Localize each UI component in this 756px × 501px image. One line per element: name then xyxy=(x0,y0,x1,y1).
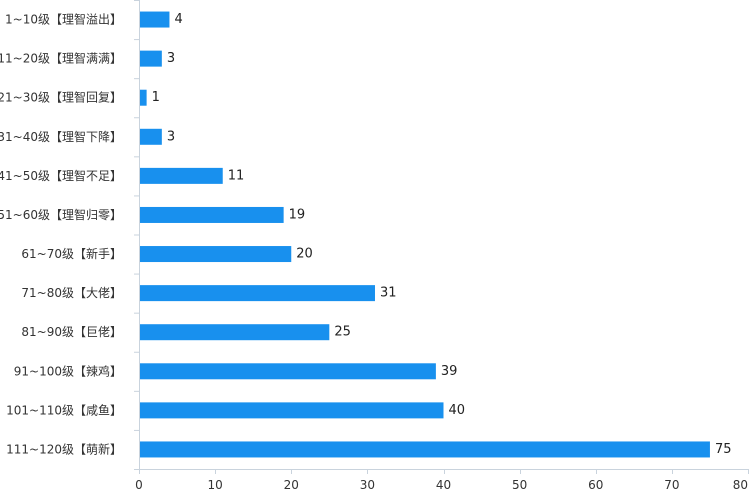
data-label: 31 xyxy=(380,286,397,301)
data-label: 3 xyxy=(167,129,175,144)
data-label: 40 xyxy=(449,403,466,418)
bar[interactable] xyxy=(140,50,162,67)
category-label: 51~60级【理智归零】 xyxy=(0,207,122,222)
category-label: 81~90级【巨佬】 xyxy=(21,325,122,339)
data-label: 1 xyxy=(152,90,160,105)
x-tick-label: 60 xyxy=(588,478,603,492)
category-label: 91~100级【辣鸡】 xyxy=(14,363,122,378)
category-label: 31~40级【理智下降】 xyxy=(0,129,122,144)
bar[interactable] xyxy=(140,206,284,223)
x-tick-label: 10 xyxy=(207,478,222,492)
bar[interactable] xyxy=(140,402,444,419)
data-label: 39 xyxy=(441,364,458,379)
data-label: 4 xyxy=(174,12,182,27)
data-label: 3 xyxy=(167,51,175,66)
bar[interactable] xyxy=(140,167,223,184)
bar[interactable] xyxy=(140,441,710,458)
category-label: 61~70级【新手】 xyxy=(21,246,122,261)
data-label: 25 xyxy=(334,325,351,340)
x-tick-label: 20 xyxy=(284,478,299,492)
bars xyxy=(140,11,710,458)
category-label: 111~120级【萌新】 xyxy=(6,441,122,456)
bar[interactable] xyxy=(140,363,436,380)
category-labels: 1~10级【理智溢出】 11~20级【理智满满】 21~30级【理智回复】 31~40… xyxy=(0,12,122,457)
axes xyxy=(134,0,749,474)
bar[interactable] xyxy=(140,324,330,341)
x-tick-label: 40 xyxy=(436,478,451,492)
data-label: 75 xyxy=(715,442,732,457)
data-label: 11 xyxy=(228,168,245,183)
data-label: 19 xyxy=(289,207,306,222)
x-tick-label: 50 xyxy=(512,478,527,492)
category-label: 21~30级【理智回复】 xyxy=(0,90,122,105)
x-tick-labels: 0 10 20 30 40 50 60 70 80 xyxy=(135,478,748,492)
data-label: 20 xyxy=(296,247,313,262)
bar[interactable] xyxy=(140,89,147,106)
category-label: 1~10级【理智溢出】 xyxy=(5,12,122,27)
bar[interactable] xyxy=(140,11,170,28)
category-label: 11~20级【理智满满】 xyxy=(0,51,122,66)
x-tick-label: 30 xyxy=(360,478,375,492)
x-tick-label: 70 xyxy=(664,478,679,492)
bar[interactable] xyxy=(140,128,162,145)
x-tick-label: 80 xyxy=(733,478,748,492)
category-label: 71~80级【大佬】 xyxy=(21,286,122,300)
bar[interactable] xyxy=(140,285,375,302)
category-label: 41~50级【理智不足】 xyxy=(0,168,122,183)
x-tick-label: 0 xyxy=(135,478,143,492)
bar[interactable] xyxy=(140,246,292,263)
category-label: 101~110级【咸鱼】 xyxy=(6,403,122,417)
